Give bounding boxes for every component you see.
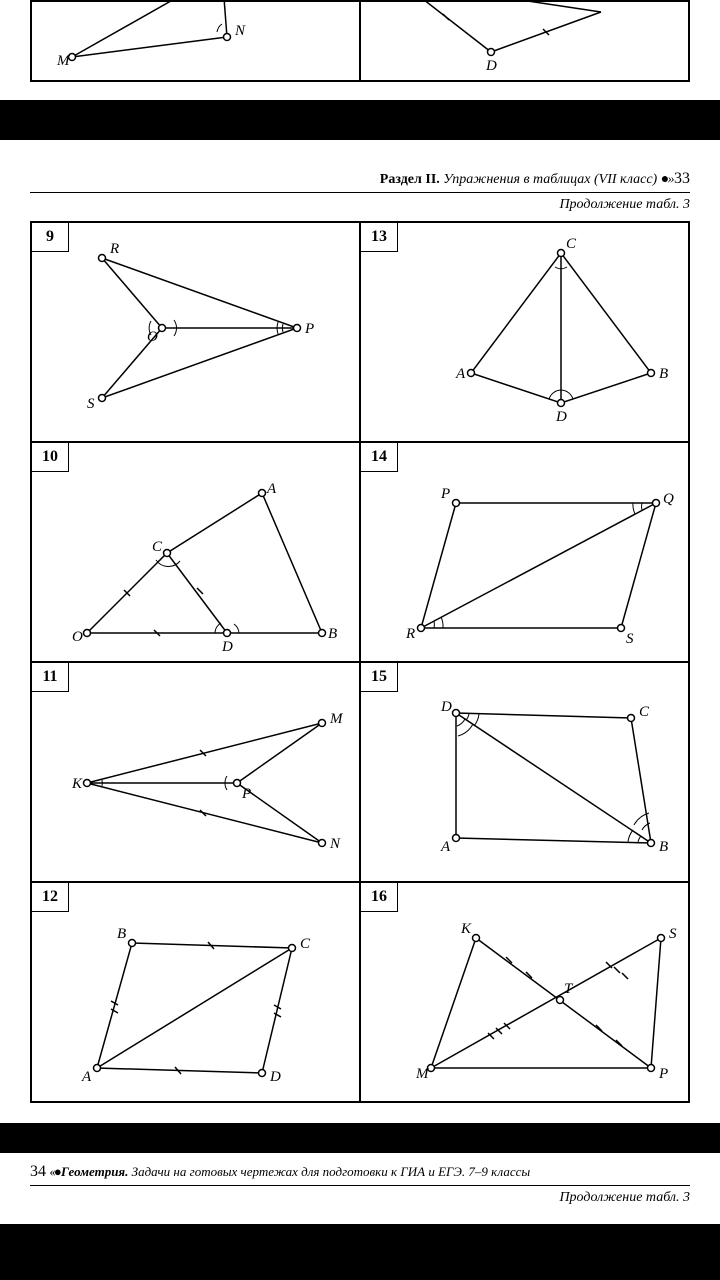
svg-text:C: C — [639, 704, 650, 720]
cell-16: 16 K S M P T — [360, 882, 689, 1102]
svg-text:A: A — [81, 1069, 92, 1085]
svg-text:C: C — [300, 936, 311, 952]
label-D: D — [485, 58, 497, 74]
footer-pagenum: 34 — [30, 1163, 46, 1180]
svg-text:B: B — [328, 626, 337, 642]
continuation-label: Продолжение табл. 3 — [30, 197, 690, 213]
page-header: Раздел II. Упражнения в таблицах (VII кл… — [30, 170, 690, 193]
svg-text:M: M — [329, 711, 344, 727]
svg-text:A: A — [440, 839, 451, 855]
svg-text:D: D — [221, 639, 233, 655]
svg-text:P: P — [241, 786, 251, 802]
svg-text:R: R — [405, 626, 415, 642]
svg-text:C: C — [566, 236, 577, 252]
label-M: M — [56, 53, 71, 69]
label-N: N — [234, 23, 246, 39]
svg-text:O: O — [147, 329, 158, 345]
header-section: Раздел II. — [380, 172, 440, 187]
problem-grid: 9 R P S O 13 — [30, 221, 690, 1103]
svg-text:B: B — [659, 366, 668, 382]
cell-10: 10 O B A C D — [31, 442, 360, 662]
svg-text:S: S — [669, 926, 677, 942]
header-pagenum: 33 — [674, 170, 690, 187]
svg-text:P: P — [658, 1066, 668, 1082]
svg-text:A: A — [455, 366, 466, 382]
svg-text:C: C — [152, 539, 163, 555]
svg-text:O: O — [72, 629, 83, 645]
svg-text:D: D — [269, 1069, 281, 1085]
footer-sub: Задачи на готовых чертежах для подготовк… — [132, 1164, 531, 1179]
svg-text:A: A — [266, 481, 277, 497]
cell-11: 11 K M P N — [31, 662, 360, 882]
svg-text:K: K — [71, 776, 83, 792]
svg-text:S: S — [87, 396, 95, 412]
svg-text:S: S — [626, 631, 634, 647]
top-cell-right: D — [360, 1, 689, 81]
top-cell-left: M N — [31, 1, 360, 81]
cell-13: 13 C A B D — [360, 222, 689, 442]
svg-text:T: T — [564, 981, 574, 997]
cell-14: 14 P Q S R — [360, 442, 689, 662]
svg-text:B: B — [659, 839, 668, 855]
svg-text:D: D — [555, 409, 567, 425]
cell-15: 15 D C B A — [360, 662, 689, 882]
svg-text:M: M — [415, 1066, 430, 1082]
svg-text:D: D — [440, 699, 452, 715]
svg-text:P: P — [440, 486, 450, 502]
svg-text:P: P — [304, 321, 314, 337]
page-fragment-bottom: 34 ‹‹● Геометрия. Задачи на готовых черт… — [0, 1153, 720, 1224]
footer-dots: ‹‹● — [49, 1164, 61, 1179]
footer-continuation: Продолжение табл. 3 — [30, 1190, 690, 1206]
cell-9: 9 R P S O — [31, 222, 360, 442]
footer-book: Геометрия. — [61, 1164, 128, 1179]
header-title: Упражнения в таблицах (VII класс) — [443, 172, 657, 187]
cell-12: 12 B C D A — [31, 882, 360, 1102]
svg-text:R: R — [109, 241, 119, 257]
top-grid-fragment: M N D — [30, 0, 690, 82]
svg-text:K: K — [460, 921, 472, 937]
svg-text:Q: Q — [663, 491, 674, 507]
page-footer: 34 ‹‹● Геометрия. Задачи на готовых черт… — [30, 1163, 690, 1186]
svg-text:N: N — [329, 836, 341, 852]
page-fragment-top: M N D — [0, 0, 720, 100]
page-main: Раздел II. Упражнения в таблицах (VII кл… — [0, 140, 720, 1123]
header-dots: ●›› — [661, 172, 674, 187]
svg-text:B: B — [117, 926, 126, 942]
